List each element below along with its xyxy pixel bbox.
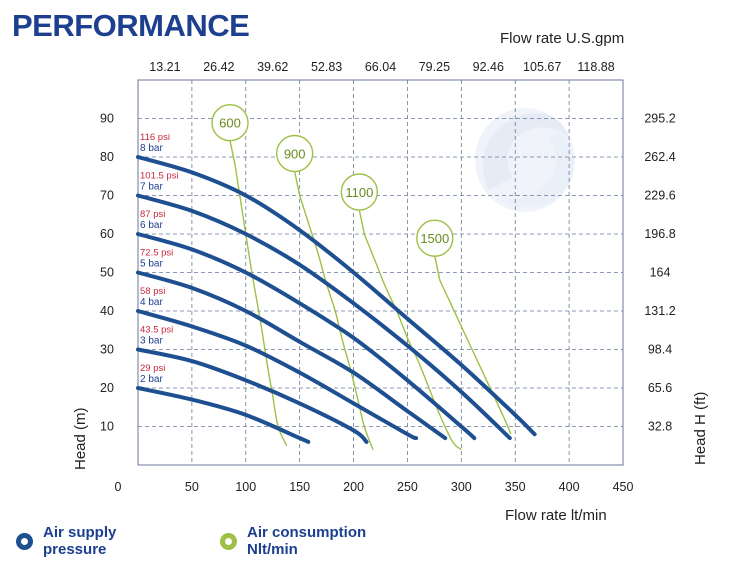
series-bar-label: 4 bar (140, 297, 163, 308)
x-top-tick-label: 66.04 (365, 60, 396, 74)
y-right-tick-label: 262.4 (644, 150, 675, 164)
legend-air-supply: Air supply pressure (16, 524, 116, 558)
x-tick-label: 200 (343, 480, 364, 494)
x-tick-label: 50 (185, 480, 199, 494)
air-consumption-bubble (211, 103, 249, 142)
series-bar-label: 3 bar (140, 336, 163, 347)
air-consumption-bubble (340, 173, 379, 211)
x-top-tick-label: 92.46 (473, 60, 504, 74)
y-tick-label: 10 (100, 420, 114, 434)
x-axis-label: Flow rate lt/min (505, 507, 607, 524)
air-consumption-bubble (416, 219, 454, 257)
x-top-tick-label: 118.88 (577, 60, 614, 74)
x-tick-label: 450 (613, 480, 634, 494)
y-tick-label: 30 (100, 343, 114, 357)
y-tick-label: 50 (100, 266, 114, 280)
pressure-curve (136, 155, 537, 437)
x-tick-label: 250 (397, 480, 418, 494)
series-bar-label: 2 bar (140, 374, 163, 385)
y-tick-label: 40 (100, 304, 114, 318)
air-consumption-label: 1100 (345, 185, 373, 200)
series-psi-label: 87 psi (140, 209, 165, 220)
y-axis-right-label: Head H (ft) (692, 392, 709, 465)
x-tick-label: 100 (235, 480, 256, 494)
y-tick-label: 70 (100, 189, 114, 203)
y-right-tick-label: 32.8 (648, 420, 672, 434)
series-psi-label: 101.5 psi (140, 171, 179, 182)
air-consumption-line (234, 164, 288, 447)
blue-ring-icon (16, 532, 33, 550)
air-consumption-label: 900 (284, 147, 306, 162)
x-axis-top-label: Flow rate U.S.gpm (500, 30, 624, 47)
watermark-logo (475, 108, 575, 212)
series-bar-label: 8 bar (140, 143, 163, 154)
series-bar-label: 6 bar (140, 220, 163, 231)
x-tick-label: 350 (505, 480, 526, 494)
series-psi-label: 43.5 psi (140, 325, 173, 336)
legend-pressure-line1: Air supply (43, 524, 117, 541)
x-top-tick-label: 105.67 (523, 60, 561, 74)
y-right-tick-label: 196.8 (644, 227, 675, 241)
series-bar-label: 7 bar (140, 182, 163, 193)
legend-pressure-line2: pressure (43, 541, 107, 558)
y-right-tick-label: 164 (650, 266, 671, 280)
y-right-tick-label: 295.2 (644, 112, 675, 126)
legend-air-line1: Air consumption (247, 524, 367, 541)
x-top-tick-label: 26.42 (203, 60, 234, 74)
x-tick-label: 300 (451, 480, 472, 494)
pressure-curve (136, 270, 448, 441)
series-psi-label: 116 psi (140, 132, 170, 143)
x-top-tick-label: 39.62 (257, 60, 288, 74)
x-tick-label: 400 (559, 480, 580, 494)
y-tick-label: 20 (100, 381, 114, 395)
pressure-curve (136, 232, 477, 441)
air-consumption-line (439, 279, 512, 435)
pressure-curve (136, 193, 512, 441)
y-tick-label: 80 (100, 150, 114, 164)
pressure-curve (136, 309, 419, 441)
air-consumption-label: 600 (219, 116, 241, 131)
pressure-curve (136, 347, 369, 444)
series-psi-label: 29 psi (140, 363, 165, 374)
air-consumption-connector (229, 140, 236, 165)
green-ring-icon (220, 532, 237, 550)
y-tick-label: 60 (100, 227, 114, 241)
page-title: PERFORMANCE (12, 8, 250, 43)
x-top-tick-label: 13.21 (149, 60, 180, 74)
x-top-tick-label: 79.25 (419, 60, 450, 74)
x-tick-label: 150 (289, 480, 310, 494)
y-right-tick-label: 65.6 (648, 381, 672, 395)
air-consumption-connector (358, 209, 366, 235)
x-tick-label: 0 (115, 480, 122, 494)
legend-air-line2: Nlt/min (247, 541, 298, 558)
pressure-curve (136, 386, 311, 444)
series-psi-label: 58 psi (140, 286, 165, 297)
air-consumption-connector (434, 256, 441, 281)
y-tick-label: 90 (100, 112, 114, 126)
y-axis-label: Head (m) (72, 407, 89, 470)
air-consumption-label: 1500 (420, 231, 449, 246)
y-right-tick-label: 98.4 (648, 343, 672, 357)
y-right-tick-label: 229.6 (644, 189, 675, 203)
legend-air-consumption: Air consumption Nlt/min (220, 524, 366, 558)
y-right-tick-label: 131.2 (644, 304, 675, 318)
series-psi-label: 72.5 psi (140, 248, 173, 259)
air-consumption-connector (293, 171, 301, 196)
series-bar-label: 5 bar (140, 259, 163, 270)
x-top-tick-label: 52.83 (311, 60, 342, 74)
air-consumption-bubble (275, 134, 314, 173)
